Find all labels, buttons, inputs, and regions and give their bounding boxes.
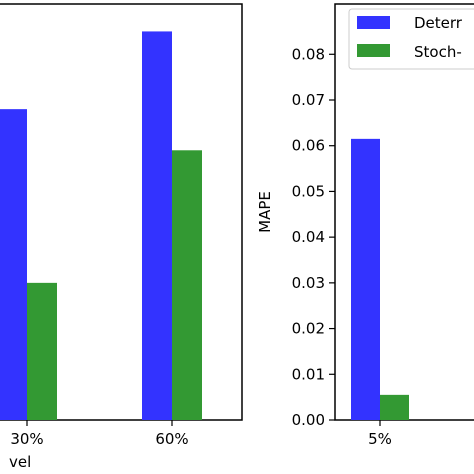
y-tick-label: 0.00 (292, 411, 325, 429)
bar-deterministic-5pct (351, 138, 380, 420)
left-xlabel: vel (9, 453, 31, 471)
x-tick-label: 5% (368, 430, 392, 448)
y-tick-label: 0.02 (292, 320, 325, 338)
legend-swatch-stochastic (357, 44, 390, 57)
legend-swatch-deterministic (357, 16, 390, 29)
y-tick-label: 0.03 (292, 274, 325, 292)
right-plot-frame (334, 3, 474, 421)
bar-stochastic-30pct (27, 282, 57, 420)
x-tick-label: 30% (10, 430, 43, 448)
right-plot: 0.000.010.020.030.040.050.060.070.08 5% … (256, 3, 474, 448)
bar-stochastic-5pct (380, 394, 409, 420)
y-tick-label: 0.01 (292, 365, 325, 383)
left-plot: 30% 60% vel (0, 3, 243, 471)
y-tick-label: 0.07 (292, 91, 325, 109)
bar-deterministic-60pct (142, 31, 172, 421)
y-tick-label: 0.04 (292, 228, 325, 246)
bar-stochastic-60pct (172, 150, 202, 421)
y-tick-label: 0.06 (292, 137, 325, 155)
legend-label-deterministic: Deterr (414, 14, 463, 32)
right-ylabel: MAPE (256, 191, 274, 233)
x-tick-label: 60% (155, 430, 188, 448)
legend: Deterr Stoch- (348, 8, 474, 70)
left-plot-frame (0, 3, 243, 421)
legend-label-stochastic: Stoch- (414, 43, 462, 61)
bar-deterministic-30pct (0, 109, 27, 421)
y-tick-label: 0.05 (292, 182, 325, 200)
y-tick-label: 0.08 (292, 45, 325, 63)
